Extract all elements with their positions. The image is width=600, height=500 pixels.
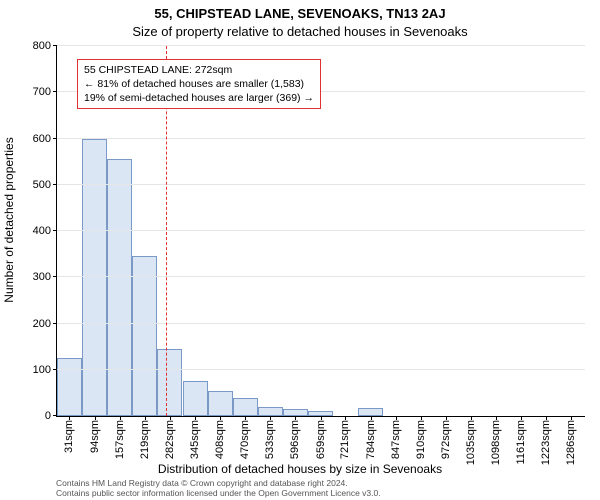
ytick-label: 0 — [45, 410, 51, 422]
ytick-label: 800 — [33, 40, 51, 52]
xtick-label: 784sqm — [365, 420, 377, 459]
ytick-label: 700 — [33, 86, 51, 98]
ytick-label: 400 — [33, 225, 51, 237]
ytick-mark — [53, 45, 57, 46]
xtick-label: 533sqm — [264, 420, 276, 459]
xtick-label: 1098sqm — [490, 420, 502, 465]
ytick-mark — [53, 369, 57, 370]
xtick-label: 910sqm — [415, 420, 427, 459]
xtick-label: 282sqm — [164, 420, 176, 459]
ytick-label: 300 — [33, 271, 51, 283]
xtick-label: 31sqm — [63, 420, 75, 453]
histogram-bar — [57, 358, 82, 416]
xtick-label: 659sqm — [315, 420, 327, 459]
gridline — [57, 369, 585, 370]
gridline — [57, 184, 585, 185]
xtick-label: 1035sqm — [465, 420, 477, 465]
ytick-label: 600 — [33, 133, 51, 145]
xtick-label: 1161sqm — [515, 420, 527, 464]
xtick-label: 847sqm — [390, 420, 402, 459]
xtick-label: 972sqm — [440, 420, 452, 459]
annotation-line: 55 CHIPSTEAD LANE: 272sqm — [84, 63, 314, 77]
histogram-bar — [107, 159, 132, 416]
ytick-label: 100 — [33, 364, 51, 376]
histogram-bar — [157, 349, 182, 416]
gridline — [57, 323, 585, 324]
histogram-bar — [358, 408, 383, 416]
ytick-label: 500 — [33, 179, 51, 191]
histogram-bar — [258, 407, 283, 416]
xtick-label: 94sqm — [89, 420, 101, 453]
histogram-bar — [233, 398, 258, 417]
chart-root: 55, CHIPSTEAD LANE, SEVENOAKS, TN13 2AJ … — [0, 0, 600, 500]
gridline — [57, 45, 585, 46]
ytick-mark — [53, 276, 57, 277]
gridline — [57, 230, 585, 231]
ytick-mark — [53, 184, 57, 185]
footer-line1: Contains HM Land Registry data © Crown c… — [56, 478, 584, 488]
y-axis-label: Number of detached properties — [2, 10, 16, 430]
xtick-label: 1223sqm — [540, 420, 552, 465]
xtick-label: 470sqm — [239, 420, 251, 459]
chart-title-subtitle: Size of property relative to detached ho… — [0, 24, 600, 39]
xtick-label: 408sqm — [214, 420, 226, 459]
gridline — [57, 138, 585, 139]
xtick-label: 1286sqm — [565, 420, 577, 465]
xtick-label: 345sqm — [189, 420, 201, 459]
x-axis-label: Distribution of detached houses by size … — [0, 462, 600, 476]
xtick-label: 157sqm — [114, 420, 126, 459]
xtick-label: 721sqm — [339, 420, 351, 459]
chart-title-address: 55, CHIPSTEAD LANE, SEVENOAKS, TN13 2AJ — [0, 6, 600, 21]
histogram-bar — [183, 381, 208, 416]
annotation-line: ← 81% of detached houses are smaller (1,… — [84, 77, 314, 91]
histogram-bar — [82, 139, 107, 417]
gridline — [57, 276, 585, 277]
annotation-box: 55 CHIPSTEAD LANE: 272sqm← 81% of detach… — [77, 59, 321, 110]
ytick-mark — [53, 323, 57, 324]
ytick-mark — [53, 230, 57, 231]
footer-attribution: Contains HM Land Registry data © Crown c… — [56, 478, 584, 498]
histogram-bar — [132, 256, 157, 416]
xtick-label: 219sqm — [139, 420, 151, 459]
histogram-bar — [208, 391, 233, 416]
plot-area: 010020030040050060070080031sqm94sqm157sq… — [56, 46, 585, 417]
footer-line2: Contains public sector information licen… — [56, 488, 584, 498]
ytick-mark — [53, 138, 57, 139]
xtick-label: 596sqm — [289, 420, 301, 459]
ytick-mark — [53, 91, 57, 92]
annotation-line: 19% of semi-detached houses are larger (… — [84, 91, 314, 105]
histogram-bar — [283, 409, 308, 416]
ytick-mark — [53, 415, 57, 416]
ytick-label: 200 — [33, 318, 51, 330]
